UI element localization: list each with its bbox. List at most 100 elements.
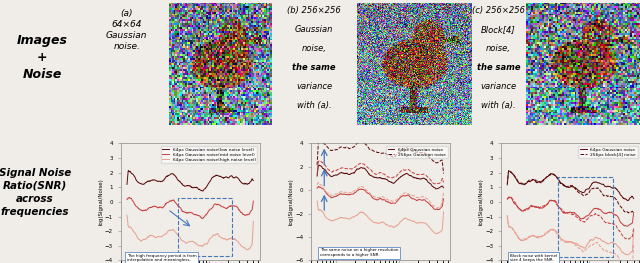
- Text: Block[4]: Block[4]: [481, 25, 516, 34]
- Text: Images
+
Noise: Images + Noise: [17, 34, 68, 81]
- 256px block[4] noise: [595, 187, 603, 190]
- 64px Gaussian noise(high noise level): [123, 214, 131, 217]
- 64px Gaussian noise: [355, 168, 362, 171]
- 64px Gaussian noise(mid noise level): [125, 196, 133, 199]
- Bar: [558, 177, 612, 257]
- Text: noise,: noise,: [486, 44, 511, 53]
- 64px Gaussian noise(low noise level): [173, 178, 181, 181]
- 64px Gaussian noise: [596, 181, 604, 185]
- Text: with (a).: with (a).: [481, 102, 516, 110]
- 64px Gaussian noise: [519, 183, 527, 186]
- Text: (a)
64×64
Gaussian
noise.: (a) 64×64 Gaussian noise.: [106, 9, 147, 51]
- 64px Gaussian noise: [364, 170, 371, 173]
- 64px Gaussian noise(high noise level): [215, 234, 223, 237]
- 64px Gaussian noise: [393, 179, 401, 182]
- 64px Gaussian noise(mid noise level): [250, 200, 257, 203]
- Line: 64px Gaussian noise(high noise level): 64px Gaussian noise(high noise level): [127, 215, 253, 250]
- 256px Gaussian noise: [393, 152, 401, 155]
- 64px Gaussian noise: [329, 175, 337, 178]
- Text: with (a).: with (a).: [297, 102, 332, 110]
- 64px Gaussian noise: [554, 176, 561, 180]
- 64px Gaussian noise(high noise level): [244, 249, 252, 252]
- 64px Gaussian noise: [405, 173, 413, 176]
- 64px Gaussian noise(mid noise level): [139, 209, 147, 213]
- 64px Gaussian noise: [630, 197, 637, 200]
- 64px Gaussian noise(mid noise level): [123, 198, 131, 201]
- 256px block[4] noise: [596, 188, 604, 191]
- Text: variance: variance: [480, 83, 516, 92]
- 256px block[4] noise: [504, 183, 511, 186]
- 64px Gaussian noise: [406, 174, 413, 177]
- 64px Gaussian noise(high noise level): [203, 242, 211, 246]
- 64px Gaussian noise(mid noise level): [204, 212, 211, 215]
- 256px block[4] noise: [519, 183, 527, 186]
- Line: 64px Gaussian noise(low noise level): 64px Gaussian noise(low noise level): [127, 171, 253, 191]
- 256px Gaussian noise: [405, 148, 413, 151]
- 64px Gaussian noise(low noise level): [215, 175, 223, 178]
- 64px Gaussian noise(high noise level): [250, 220, 257, 223]
- Text: (b) 256×256: (b) 256×256: [287, 6, 341, 15]
- 64px Gaussian noise(low noise level): [139, 183, 147, 186]
- 64px Gaussian noise: [440, 186, 447, 189]
- Text: Signal Noise
Ratio(SNR)
across
frequencies: Signal Noise Ratio(SNR) across frequenci…: [0, 168, 71, 217]
- 64px Gaussian noise(high noise level): [138, 239, 146, 242]
- Legend: 64px Gaussian noise, 256px block[4] noise: 64px Gaussian noise, 256px block[4] nois…: [579, 146, 638, 158]
- 256px Gaussian noise: [355, 141, 362, 144]
- Text: (c) 256×256: (c) 256×256: [472, 6, 525, 15]
- 256px Gaussian noise: [316, 138, 323, 141]
- Text: noise,: noise,: [301, 44, 326, 53]
- Y-axis label: log(Signal/Noise): log(Signal/Noise): [99, 179, 104, 225]
- 256px block[4] noise: [554, 177, 561, 180]
- Text: The high frequency period is from
interpolation and meaningless.: The high frequency period is from interp…: [127, 254, 196, 262]
- Text: the same: the same: [477, 63, 520, 72]
- 64px Gaussian noise(high noise level): [214, 232, 222, 236]
- 64px Gaussian noise: [505, 169, 513, 172]
- 64px Gaussian noise: [314, 164, 322, 167]
- 64px Gaussian noise: [624, 199, 632, 202]
- Text: Gaussian: Gaussian: [295, 25, 333, 34]
- 64px Gaussian noise: [504, 183, 511, 186]
- Line: 64px Gaussian noise: 64px Gaussian noise: [317, 165, 444, 189]
- 64px Gaussian noise(low noise level): [216, 175, 223, 178]
- 64px Gaussian noise(high noise level): [173, 232, 181, 236]
- 64px Gaussian noise(low noise level): [199, 190, 207, 193]
- 64px Gaussian noise(low noise level): [204, 184, 211, 188]
- 64px Gaussian noise: [545, 174, 552, 177]
- 64px Gaussian noise(low noise level): [124, 169, 132, 172]
- Legend: 64px Gaussian noise, 256px Gaussian noise: 64px Gaussian noise, 256px Gaussian nois…: [386, 146, 447, 158]
- 64px Gaussian noise: [583, 188, 591, 191]
- Line: 256px Gaussian noise: 256px Gaussian noise: [317, 139, 444, 174]
- 64px Gaussian noise(mid noise level): [198, 217, 206, 220]
- 64px Gaussian noise(mid noise level): [173, 203, 181, 206]
- 64px Gaussian noise: [313, 174, 321, 178]
- 256px Gaussian noise: [364, 145, 371, 148]
- 64px Gaussian noise(high noise level): [164, 229, 172, 232]
- 256px Gaussian noise: [440, 172, 447, 175]
- Text: The same noise on a higher resolution
corresponds to a higher SNR.: The same noise on a higher resolution co…: [319, 248, 398, 257]
- 256px Gaussian noise: [329, 149, 337, 152]
- 256px Gaussian noise: [313, 163, 321, 166]
- 256px block[4] noise: [545, 174, 552, 178]
- Text: the same: the same: [292, 63, 336, 72]
- 64px Gaussian noise(mid noise level): [164, 201, 172, 204]
- Bar: [178, 198, 232, 256]
- 64px Gaussian noise(mid noise level): [216, 203, 223, 206]
- 64px Gaussian noise(low noise level): [250, 179, 257, 182]
- 64px Gaussian noise(low noise level): [164, 174, 172, 177]
- 256px block[4] noise: [630, 212, 637, 215]
- 64px Gaussian noise: [595, 181, 603, 184]
- Text: variance: variance: [296, 83, 332, 92]
- Text: Block noise with kernel
size 4 keeps the SNR.: Block noise with kernel size 4 keeps the…: [510, 254, 557, 262]
- 256px Gaussian noise: [406, 148, 413, 151]
- Y-axis label: log(Signal/Noise): log(Signal/Noise): [479, 179, 484, 225]
- 64px Gaussian noise(mid noise level): [215, 203, 223, 206]
- 256px block[4] noise: [505, 169, 513, 173]
- Y-axis label: log(Signal/Noise): log(Signal/Noise): [289, 179, 294, 225]
- 64px Gaussian noise: [432, 187, 440, 190]
- Line: 64px Gaussian noise(mid noise level): 64px Gaussian noise(mid noise level): [127, 198, 253, 219]
- 64px Gaussian noise(low noise level): [123, 183, 131, 186]
- Line: 64px Gaussian noise: 64px Gaussian noise: [508, 171, 634, 201]
- Line: 256px block[4] noise: 256px block[4] noise: [508, 171, 634, 213]
- Legend: 64px Gaussian noise(low noise level), 64px Gaussian noise(mid noise level), 64px: 64px Gaussian noise(low noise level), 64…: [161, 146, 257, 163]
- 256px block[4] noise: [583, 192, 591, 195]
